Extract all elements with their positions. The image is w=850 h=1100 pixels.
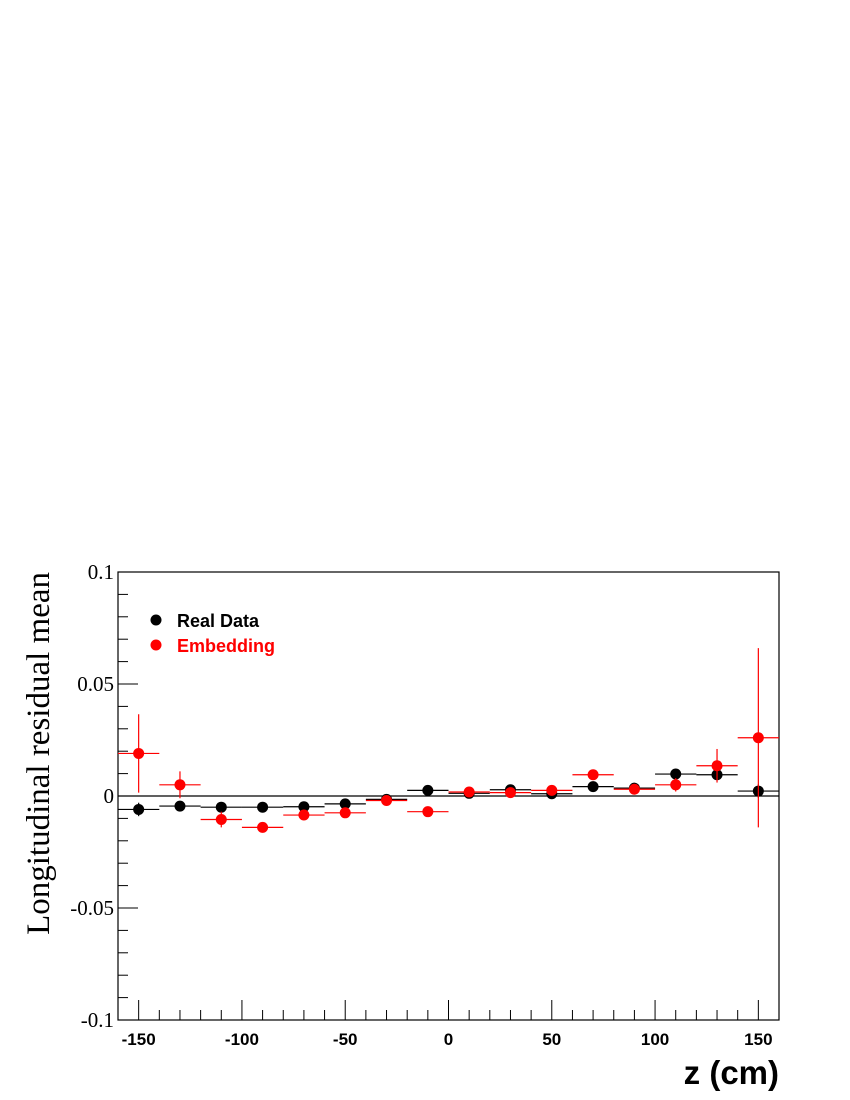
- data-point: [133, 803, 145, 815]
- data-point: [298, 801, 310, 813]
- data-series: [118, 648, 779, 833]
- y-axis-ticks: -0.1 -0.05 0 0.05 0.1: [70, 560, 138, 1032]
- data-point: [463, 786, 475, 798]
- data-point: [587, 769, 599, 781]
- x-tick-label: 150: [744, 1030, 772, 1049]
- x-tick-label: 0: [444, 1030, 453, 1049]
- x-tick-label: 100: [641, 1030, 669, 1049]
- data-point: [257, 801, 269, 813]
- data-point: [133, 747, 145, 759]
- data-point: [587, 781, 599, 793]
- data-point: [422, 806, 434, 818]
- series-embedding: [118, 648, 779, 833]
- y-tick-label: 0: [104, 784, 115, 808]
- y-tick-label: 0.1: [88, 560, 114, 584]
- data-point: [670, 768, 682, 780]
- y-tick-label: -0.05: [70, 896, 114, 920]
- legend-marker: [150, 614, 162, 626]
- data-point: [215, 801, 227, 813]
- data-point: [298, 809, 310, 821]
- data-point: [381, 794, 393, 806]
- x-tick-label: -50: [333, 1030, 358, 1049]
- data-point: [339, 807, 351, 819]
- data-point: [257, 821, 269, 833]
- x-tick-label: -150: [122, 1030, 156, 1049]
- legend-label: Embedding: [177, 636, 275, 656]
- data-point: [628, 783, 640, 795]
- legend-marker: [150, 639, 162, 651]
- y-tick-label: 0.05: [77, 672, 114, 696]
- legend: Real Data Embedding: [150, 611, 275, 656]
- x-tick-label: -100: [225, 1030, 259, 1049]
- y-tick-label: -0.1: [81, 1008, 114, 1032]
- data-point: [174, 779, 186, 791]
- x-axis-ticks: -150 -100 -50 0 50 100 150: [117, 1000, 780, 1049]
- data-point: [339, 798, 351, 810]
- data-point: [215, 814, 227, 826]
- y-axis-label: Longitudinal residual mean: [21, 572, 57, 935]
- data-point: [504, 787, 516, 799]
- x-axis-label: z (cm): [684, 1054, 779, 1091]
- legend-label: Real Data: [177, 611, 260, 631]
- data-point: [711, 760, 723, 772]
- data-point: [546, 784, 558, 796]
- data-point: [422, 784, 434, 796]
- data-point: [670, 779, 682, 791]
- data-point: [752, 732, 764, 744]
- data-point: [174, 800, 186, 812]
- x-tick-label: 50: [542, 1030, 561, 1049]
